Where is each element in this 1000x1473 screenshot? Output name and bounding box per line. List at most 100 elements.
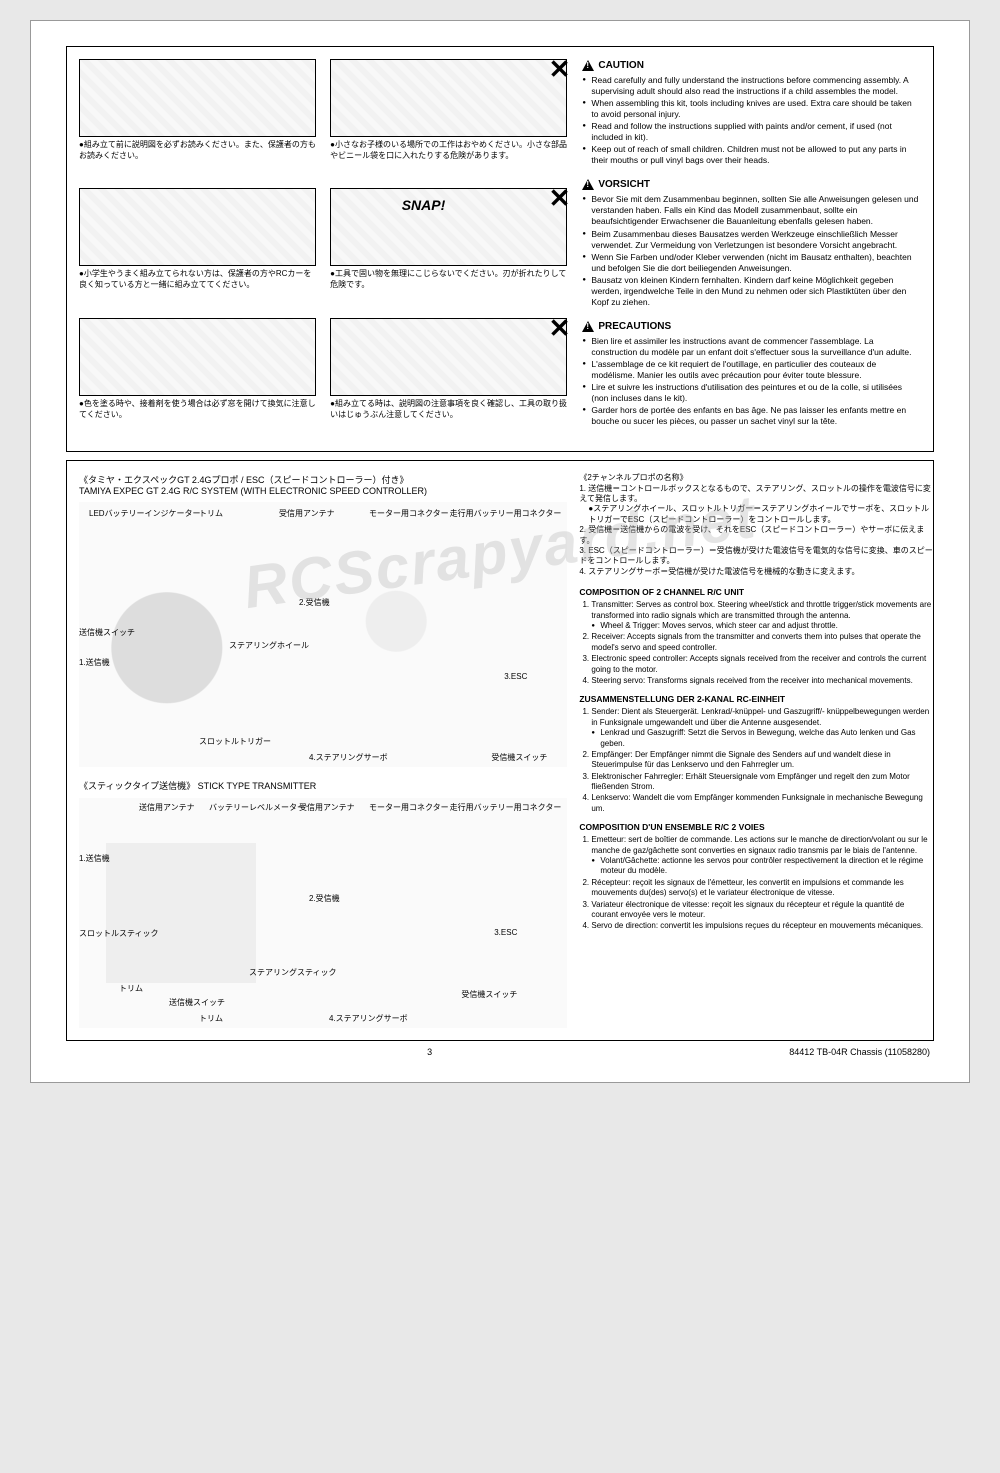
caution-bullet: Read carefully and fully understand the … bbox=[582, 75, 921, 97]
rc-diagram-stick: 送信用アンテナ バッテリーレベルメーター 受信用アンテナ モーター用コネクター … bbox=[79, 798, 567, 1028]
caution-heading: VORSICHT bbox=[582, 178, 921, 191]
illus-read-manual bbox=[79, 59, 316, 137]
caution-bullet: Keep out of reach of small children. Chi… bbox=[582, 144, 921, 166]
label-txsw: 送信機スイッチ bbox=[169, 997, 225, 1008]
illus-ventilation bbox=[79, 318, 316, 396]
caution-heading: CAUTION bbox=[582, 59, 921, 72]
stick-title: 《スティックタイプ送信機》 STICK TYPE TRANSMITTER bbox=[79, 779, 567, 792]
illus-cell: SNAP! ●工具で固い物を無理にこじらないでください。刃が折れたりして危険です… bbox=[330, 188, 567, 309]
label-batt: 走行用バッテリー用コネクター bbox=[450, 508, 562, 519]
caution-bullet: Bevor Sie mit dem Zusammenbau beginnen, … bbox=[582, 194, 921, 227]
caution-text-column: CAUTION Read carefully and fully underst… bbox=[582, 59, 921, 439]
de-head: ZUSAMMENSTELLUNG DER 2-KANAL RC-EINHEIT bbox=[579, 694, 933, 705]
caution-en: CAUTION Read carefully and fully underst… bbox=[582, 59, 921, 166]
caution-title: PRECAUTIONS bbox=[598, 320, 671, 333]
label-rxswitch: 受信機スイッチ bbox=[491, 752, 547, 763]
caution-title: VORSICHT bbox=[598, 178, 650, 191]
caution-bullet: Wenn Sie Farben und/oder Kleber verwende… bbox=[582, 252, 921, 274]
rc-diagram-pistol: LEDバッテリーインジケーター トリム 受信用アンテナ モーター用コネクター 走… bbox=[79, 502, 567, 767]
illus-caption: ●小学生やうまく組み立てられない方は、保護者の方やRCカーを良く知っている方と一… bbox=[79, 269, 316, 291]
illus-cell: ●色を塗る時や、接着剤を使う場合は必ず窓を開けて換気に注意してください。 bbox=[79, 318, 316, 439]
illus-adult-supervision bbox=[79, 188, 316, 266]
caution-bullet: Beim Zusammenbau dieses Bausatzes werden… bbox=[582, 229, 921, 251]
jp-l3: 3. ESC（スピードコントローラー）＝受信機が受けた電波信号を電気的な信号に変… bbox=[579, 546, 933, 567]
label-ststick: ステアリングスティック bbox=[249, 967, 337, 978]
page-footer: 3 84412 TB-04R Chassis (11058280) bbox=[66, 1047, 934, 1057]
caution-bullet: When assembling this kit, tools includin… bbox=[582, 98, 921, 120]
en-l1b: Wheel & Trigger: Moves servos, which ste… bbox=[591, 621, 933, 631]
en-list: Transmitter: Serves as control box. Stee… bbox=[579, 600, 933, 686]
illus-caption: ●色を塗る時や、接着剤を使う場合は必ず窓を開けて換気に注意してください。 bbox=[79, 399, 316, 421]
jp-l1b: ●ステアリングホイール、スロットルトリガー＝ステアリングホイールでサーボを、スロ… bbox=[579, 504, 933, 525]
jp-l4: 4. ステアリングサーボ＝受信機が受けた電波信号を機械的な動きに変えます。 bbox=[579, 567, 933, 577]
en-l2: Receiver: Accepts signals from the trans… bbox=[591, 632, 933, 653]
de-list: Sender: Dient als Steuergerät. Lenkrad/-… bbox=[579, 707, 933, 814]
label-servo: 4.ステアリングサーボ bbox=[309, 752, 388, 763]
label-esc: 3.ESC bbox=[494, 928, 517, 937]
caution-section: ●組み立て前に説明図を必ずお読みください。また、保護者の方もお読みください。 ●… bbox=[66, 46, 934, 452]
illus-cell: ●組み立て前に説明図を必ずお読みください。また、保護者の方もお読みください。 bbox=[79, 59, 316, 180]
de-l1: Sender: Dient als Steuergerät. Lenkrad/-… bbox=[591, 707, 929, 726]
caution-bullet: Bausatz von kleinen Kindern fernhalten. … bbox=[582, 275, 921, 308]
label-thstick: スロットルスティック bbox=[79, 928, 159, 939]
illus-tool-care bbox=[330, 318, 567, 396]
illus-children-hazard bbox=[330, 59, 567, 137]
illus-cell: ●小学生やうまく組み立てられない方は、保護者の方やRCカーを良く知っている方と一… bbox=[79, 188, 316, 309]
fr-l3: Variateur électronique de vitesse: reçoi… bbox=[591, 900, 933, 921]
rc-system-section: 《タミヤ・エクスペックGT 2.4Gプロポ / ESC（スピードコントローラー）… bbox=[66, 460, 934, 1041]
stick-title-jp: 《スティックタイプ送信機》 bbox=[79, 781, 195, 791]
illus-cell: ●小さなお子様のいる場所での工作はおやめください。小さな部品やビニール袋を口に入… bbox=[330, 59, 567, 180]
caution-bullet: Lire et suivre les instructions d'utilis… bbox=[582, 382, 921, 404]
fr-list: Emetteur: sert de boîtier de commande. L… bbox=[579, 835, 933, 932]
label-esc: 3.ESC bbox=[504, 672, 527, 681]
warning-triangle-icon bbox=[582, 321, 594, 332]
fr-l1b: Volant/Gâchette: actionne les servos pou… bbox=[591, 856, 933, 877]
label-battmeter: バッテリーレベルメーター bbox=[209, 802, 305, 813]
en-l3: Electronic speed controller: Accepts sig… bbox=[591, 654, 933, 675]
jp-head: 《2チャンネルプロポの名称》 bbox=[579, 473, 933, 483]
caution-fr: PRECAUTIONS Bien lire et assimiler les i… bbox=[582, 320, 921, 427]
fr-l4: Servo de direction: convertit les impuls… bbox=[591, 921, 933, 931]
illus-caption: ●組み立てる時は、説明図の注意事項を良く確認し、工具の取り扱いはじゅうぶん注意し… bbox=[330, 399, 567, 421]
label-txswitch: 送信機スイッチ bbox=[79, 627, 135, 638]
rc-title-jp: 《タミヤ・エクスペックGT 2.4Gプロポ / ESC（スピードコントローラー）… bbox=[79, 475, 408, 485]
caution-bullet: Bien lire et assimiler les instructions … bbox=[582, 336, 921, 358]
en-head: COMPOSITION OF 2 CHANNEL R/C UNIT bbox=[579, 587, 933, 598]
rc-title: 《タミヤ・エクスペックGT 2.4Gプロポ / ESC（スピードコントローラー）… bbox=[79, 473, 567, 496]
illus-caption: ●組み立て前に説明図を必ずお読みください。また、保護者の方もお読みください。 bbox=[79, 140, 316, 162]
label-rxant: 受信用アンテナ bbox=[279, 508, 335, 519]
label-rx: 2.受信機 bbox=[309, 893, 340, 904]
fr-l2: Récepteur: reçoit les signaux de l'émett… bbox=[591, 878, 933, 899]
illus-caption: ●小さなお子様のいる場所での工作はおやめください。小さな部品やビニール袋を口に入… bbox=[330, 140, 567, 162]
label-rxant: 受信用アンテナ bbox=[299, 802, 355, 813]
label-wheel: ステアリングホイール bbox=[229, 640, 309, 651]
label-trim: トリム bbox=[119, 983, 143, 994]
label-tx: 1.送信機 bbox=[79, 657, 110, 668]
caution-heading: PRECAUTIONS bbox=[582, 320, 921, 333]
rc-title-en: TAMIYA EXPEC GT 2.4G R/C SYSTEM (WITH EL… bbox=[79, 486, 427, 496]
de-l2: Empfänger: Der Empfänger nimmt die Signa… bbox=[591, 750, 933, 771]
rc-text-column: 《2チャンネルプロポの名称》 1. 送信機＝コントロールボックスとなるもので、ス… bbox=[579, 473, 933, 1028]
illus-knife-snap: SNAP! bbox=[330, 188, 567, 266]
label-motor: モーター用コネクター bbox=[369, 508, 449, 519]
page-number: 3 bbox=[427, 1047, 432, 1057]
fr-head: COMPOSITION D'UN ENSEMBLE R/C 2 VOIES bbox=[579, 822, 933, 833]
stick-title-en: STICK TYPE TRANSMITTER bbox=[198, 781, 317, 791]
en-l4: Steering servo: Transforms signals recei… bbox=[591, 676, 933, 686]
instruction-page: RCScrapyard.net ●組み立て前に説明図を必ずお読みください。また、… bbox=[30, 20, 970, 1083]
diagram-column: 《タミヤ・エクスペックGT 2.4Gプロポ / ESC（スピードコントローラー）… bbox=[79, 473, 567, 1028]
label-tx: 1.送信機 bbox=[79, 853, 110, 864]
caution-bullet: L'assemblage de ce kit requiert de l'out… bbox=[582, 359, 921, 381]
de-l4: Lenkservo: Wandelt die vom Empfänger kom… bbox=[591, 793, 933, 814]
label-batt: 走行用バッテリー用コネクター bbox=[450, 802, 562, 813]
illus-caption: ●工具で固い物を無理にこじらないでください。刃が折れたりして危険です。 bbox=[330, 269, 567, 291]
caution-title: CAUTION bbox=[598, 59, 644, 72]
label-txant: 送信用アンテナ bbox=[139, 802, 195, 813]
warning-triangle-icon bbox=[582, 60, 594, 71]
de-l1b: Lenkrad und Gaszugriff: Setzt die Servos… bbox=[591, 728, 933, 749]
jp-l1: 1. 送信機＝コントロールボックスとなるもので、ステアリング、スロットルの操作を… bbox=[579, 484, 933, 505]
label-led: LEDバッテリーインジケーター bbox=[89, 508, 201, 519]
fr-l1: Emetteur: sert de boîtier de commande. L… bbox=[591, 835, 927, 854]
caution-de: VORSICHT Bevor Sie mit dem Zusammenbau b… bbox=[582, 178, 921, 307]
label-trim: トリム bbox=[199, 508, 223, 519]
